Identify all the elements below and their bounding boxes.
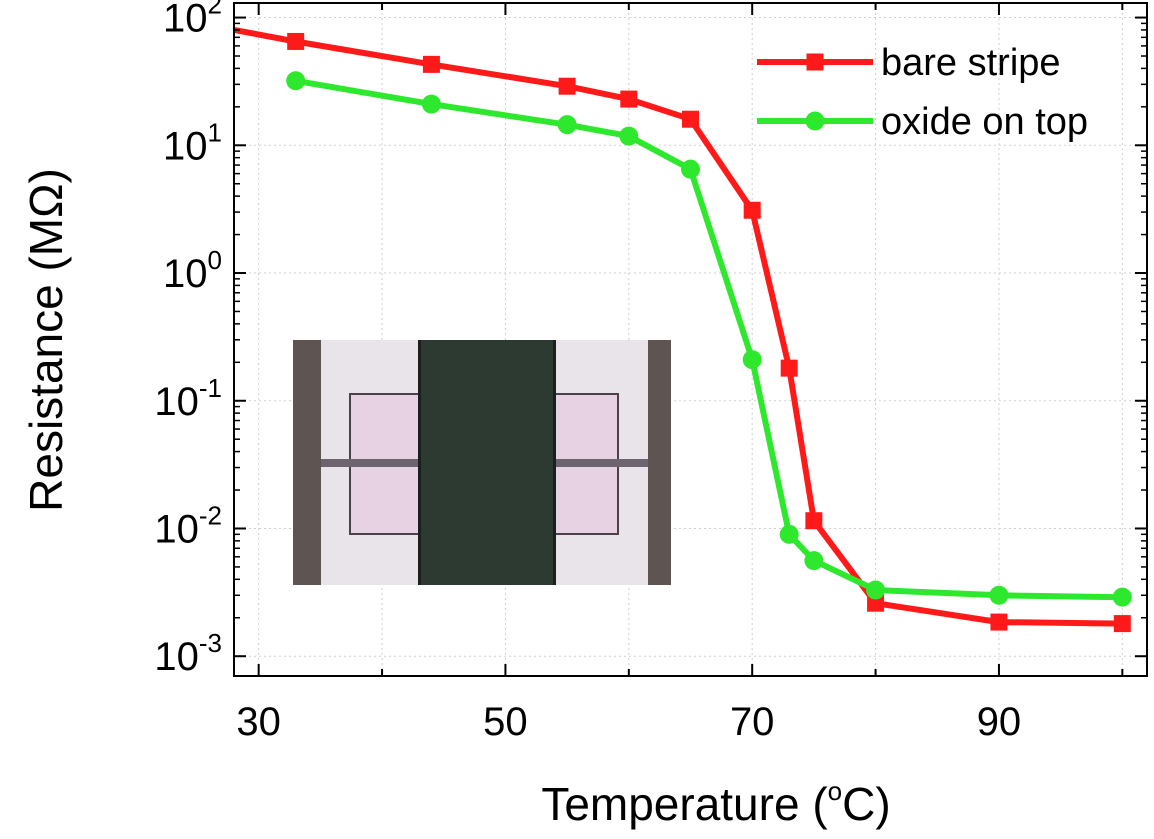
y-tick-label-exponent: -1 — [199, 373, 222, 403]
x-axis-title-prefix: Temperature ( — [541, 778, 828, 830]
y-tick-label-exponent: 0 — [208, 245, 222, 275]
data-point-oxide-on-top — [1112, 587, 1132, 607]
y-tick-label-base: 10 — [154, 635, 199, 679]
x-tick-label: 30 — [236, 700, 281, 744]
x-tick-label: 90 — [977, 700, 1022, 744]
inset-micrograph — [293, 340, 671, 585]
y-tick-label-exponent: 1 — [208, 117, 222, 147]
data-point-bare-stripe — [422, 55, 440, 73]
legend-label-oxide-on-top: oxide on top — [881, 101, 1088, 143]
x-axis-title-degree: o — [828, 776, 842, 806]
y-tick-label-exponent: -3 — [199, 628, 222, 658]
y-tick-label-exponent: -2 — [199, 500, 222, 530]
data-point-oxide-on-top — [619, 126, 639, 146]
data-point-bare-stripe — [867, 594, 885, 612]
data-point-bare-stripe — [805, 512, 823, 530]
x-tick-label: 50 — [483, 700, 528, 744]
legend-marker-bare-stripe — [806, 53, 824, 71]
x-axis-title-suffix: C) — [842, 778, 891, 830]
legend-label-bare-stripe: bare stripe — [881, 42, 1061, 84]
data-point-oxide-on-top — [557, 115, 577, 135]
data-point-bare-stripe — [743, 201, 761, 219]
y-tick-label: 101 — [163, 117, 222, 168]
data-point-bare-stripe — [287, 32, 305, 50]
y-tick-label-base: 10 — [154, 507, 199, 551]
y-tick-label-base: 10 — [163, 0, 208, 41]
x-tick-label: 70 — [730, 700, 775, 744]
legend: bare stripe oxide on top — [757, 42, 1088, 143]
data-point-oxide-on-top — [804, 551, 824, 571]
series-line-bare-stripe — [233, 26, 1123, 627]
data-point-bare-stripe — [780, 359, 798, 377]
y-tick-label: 102 — [163, 0, 222, 41]
y-tick-label-base: 10 — [154, 380, 199, 424]
y-tick-label-base: 10 — [163, 124, 208, 168]
y-tick-label-exponent: 2 — [208, 0, 222, 20]
data-point-oxide-on-top — [866, 580, 886, 600]
data-point-oxide-on-top — [742, 350, 762, 370]
y-tick-label: 10-2 — [154, 500, 222, 551]
data-point-oxide-on-top — [421, 94, 441, 114]
data-point-oxide-on-top — [286, 71, 306, 91]
data-point-bare-stripe — [990, 613, 1008, 631]
y-tick-label-base: 10 — [163, 252, 208, 296]
data-point-bare-stripe — [558, 77, 576, 95]
x-axis-title: Temperature (oC) — [541, 776, 890, 830]
y-tick-label: 10-1 — [154, 373, 222, 424]
ticks-layer — [234, 3, 1147, 676]
legend-marker-oxide-on-top — [805, 111, 825, 131]
y-tick-label: 100 — [163, 245, 222, 296]
series-layer — [233, 26, 1132, 633]
data-point-oxide-on-top — [681, 159, 700, 179]
data-point-bare-stripe — [620, 90, 638, 108]
data-point-oxide-on-top — [779, 524, 799, 544]
y-tick-label: 10-3 — [154, 628, 222, 679]
data-point-bare-stripe — [1113, 615, 1131, 633]
data-point-bare-stripe — [682, 110, 699, 128]
y-axis-title: Resistance (MΩ) — [20, 168, 72, 512]
data-point-oxide-on-top — [989, 585, 1009, 605]
